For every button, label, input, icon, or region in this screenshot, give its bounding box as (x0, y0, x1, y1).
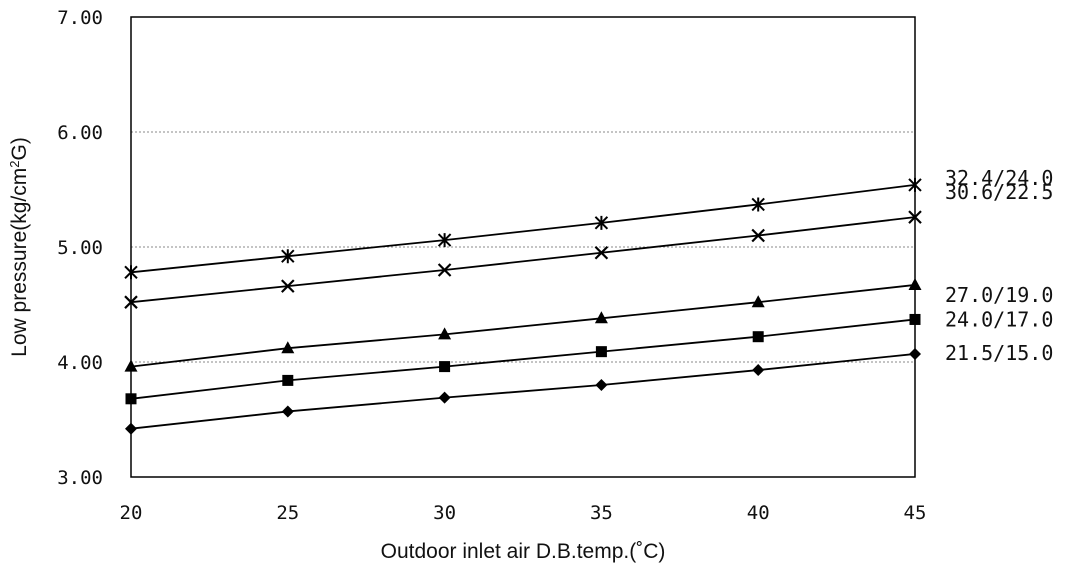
diamond-marker (595, 379, 608, 391)
asterisk-marker (281, 249, 295, 264)
diamond-marker (125, 422, 137, 435)
cross-marker (281, 279, 295, 293)
series-line (130, 318, 916, 400)
y-axis-label-end: G) (8, 137, 31, 160)
triangle-marker (908, 277, 922, 290)
y-tick-label: 7.00 (57, 7, 103, 29)
square-marker (595, 346, 607, 358)
y-tick-label: 4.00 (57, 352, 103, 374)
square-marker (909, 313, 921, 325)
triangle-marker (594, 311, 608, 324)
series-labels: 32.4/24.030.6/22.5 27.0/19.024.0/17.0 21.5… (945, 166, 1053, 365)
diamond-marker (909, 347, 921, 360)
y-tick-label: 5.00 (57, 237, 103, 259)
series-21-5-15-0 (125, 347, 921, 435)
series-line (130, 184, 916, 274)
cross-marker (594, 245, 609, 260)
x-tick-label: 30 (433, 502, 456, 524)
cross-marker (124, 295, 138, 309)
triangle-marker (751, 295, 765, 308)
asterisk-marker (437, 233, 452, 248)
series-line (130, 284, 916, 368)
x-axis-label: Outdoor inlet air D.B.temp.(˚C) (381, 540, 666, 563)
series-24-0-17-0 (125, 313, 921, 405)
triangle-marker (281, 341, 295, 354)
series-group (124, 177, 922, 435)
cross-marker (437, 263, 452, 277)
x-tick-label: 45 (904, 502, 927, 524)
cross-marker (751, 228, 765, 243)
y-axis-ticks: 3.00 4.00 5.00 6.00 7.00 (57, 7, 103, 489)
y-axis-label-main: Low pressure(kg/cm (8, 168, 31, 357)
x-tick-label: 20 (120, 502, 143, 524)
asterisk-marker (594, 215, 609, 230)
asterisk-marker (124, 265, 138, 280)
square-marker (439, 361, 451, 373)
series-label: 30.6/22.5 (945, 180, 1053, 204)
x-tick-label: 35 (590, 502, 613, 524)
x-tick-label: 25 (276, 502, 299, 524)
x-tick-label: 40 (747, 502, 770, 524)
x-axis-ticks: 20 25 30 35 40 45 (120, 502, 927, 524)
series-line (130, 353, 916, 430)
series-label: 27.0/19.0 (945, 283, 1053, 307)
triangle-marker (124, 359, 138, 372)
series-label: 21.5/15.0 (945, 341, 1053, 365)
plot-area-frame (130, 16, 916, 478)
triangle-marker (438, 327, 452, 340)
square-marker (125, 393, 137, 405)
square-marker (752, 331, 764, 343)
grid-lines (131, 131, 915, 363)
series-label: 24.0/17.0 (945, 307, 1053, 331)
asterisk-marker (908, 177, 922, 192)
diamond-marker (752, 364, 765, 377)
series-line (130, 216, 916, 304)
square-marker (282, 374, 294, 386)
y-tick-label: 3.00 (57, 467, 103, 489)
series-label: 32.4/24.0 (945, 166, 1053, 190)
cross-marker (908, 210, 922, 224)
diamond-marker (281, 405, 294, 418)
series-27-0-19-0 (124, 277, 922, 372)
series-30-6-22-5 (124, 210, 922, 309)
y-axis-label: Low pressure(kg/cm2G) (7, 137, 31, 357)
series-32-4-24-0 (124, 177, 922, 280)
y-axis-label-superscript: 2 (7, 161, 22, 168)
y-tick-label: 6.00 (57, 122, 103, 144)
diamond-marker (438, 391, 451, 404)
asterisk-marker (751, 197, 765, 212)
